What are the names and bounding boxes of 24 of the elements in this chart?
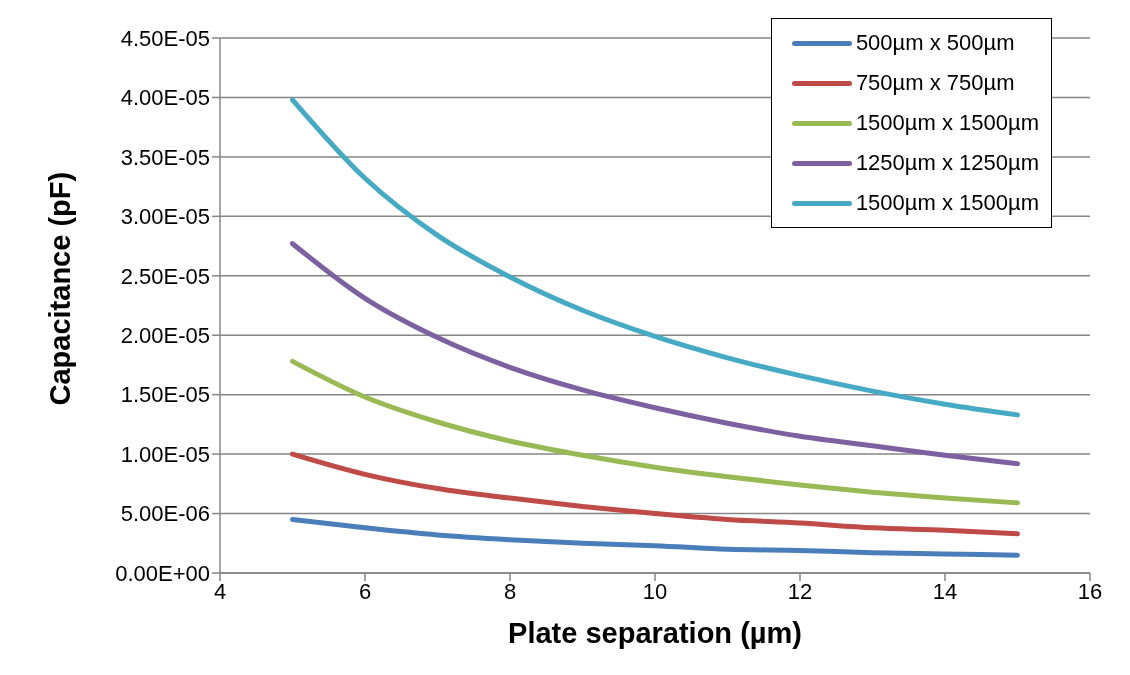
y-tick-label: 3.50E-05 xyxy=(120,144,210,170)
x-tick-label: 14 xyxy=(932,578,958,604)
y-tick-label: 2.50E-05 xyxy=(120,263,210,289)
legend-label: 750µm x 750µm xyxy=(855,70,1015,96)
y-tick-label: 3.00E-05 xyxy=(120,204,210,230)
y-tick-label: 5.00E-06 xyxy=(120,501,210,527)
x-axis-title: Plate separation (µm) xyxy=(508,617,802,649)
y-tick-label: 1.50E-05 xyxy=(120,382,210,408)
y-tick-label: 0.00E+00 xyxy=(115,560,210,586)
y-axis-title: Capacitance (pF) xyxy=(44,171,77,406)
x-tick-label: 8 xyxy=(503,578,517,604)
x-tick-label: 6 xyxy=(358,578,372,604)
x-tick-label: 12 xyxy=(787,578,813,604)
y-tick-label: 2.00E-05 xyxy=(120,323,210,349)
x-tick-label: 10 xyxy=(642,578,668,604)
legend-label: 500µm x 500µm xyxy=(855,30,1015,56)
y-tick-label: 4.50E-05 xyxy=(120,25,210,51)
legend-label: 1500µm x 1500µm xyxy=(855,190,1039,216)
x-tick-label: 4 xyxy=(213,578,227,604)
x-tick-label: 16 xyxy=(1077,578,1103,604)
legend-label: 1250µm x 1250µm xyxy=(855,150,1039,176)
y-tick-label: 4.00E-05 xyxy=(120,85,210,111)
y-tick-label: 1.00E-05 xyxy=(120,441,210,467)
legend-label: 1500µm x 1500µm xyxy=(855,110,1039,136)
